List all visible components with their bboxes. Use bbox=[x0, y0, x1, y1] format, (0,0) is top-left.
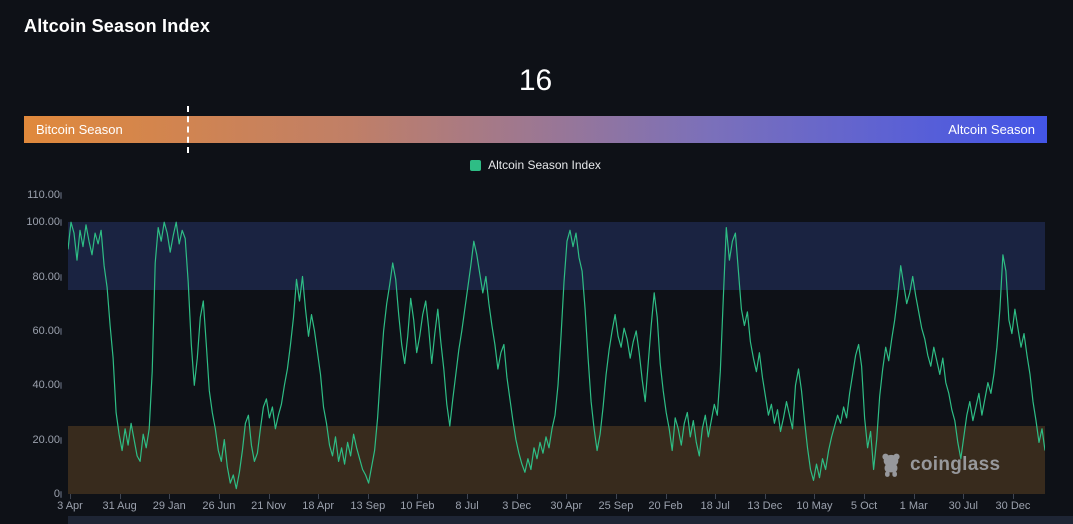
x-axis-tick bbox=[169, 494, 171, 499]
page-title: Altcoin Season Index bbox=[24, 16, 211, 36]
x-axis-label: 31 Aug bbox=[102, 500, 137, 512]
x-axis-label: 13 Sep bbox=[350, 500, 386, 512]
y-axis-tick bbox=[60, 273, 62, 281]
x-axis-label: 3 Dec bbox=[502, 500, 532, 512]
altcoin-season-zone bbox=[68, 222, 1045, 291]
x-axis-tick bbox=[715, 494, 717, 499]
chart-scrollbar[interactable] bbox=[68, 516, 1073, 524]
y-axis-tick bbox=[60, 382, 62, 390]
legend-label: Altcoin Season Index bbox=[488, 158, 601, 172]
altcoin-season-index-line bbox=[68, 221, 1045, 490]
x-axis-label: 10 Feb bbox=[400, 500, 435, 512]
y-axis-label: 40.00 bbox=[32, 379, 60, 392]
x-axis-label: 30 Apr bbox=[550, 500, 583, 512]
y-axis-tick bbox=[60, 219, 62, 227]
coinglass-watermark: coinglass bbox=[880, 452, 1000, 478]
x-axis-tick bbox=[367, 494, 369, 499]
y-axis-label: 20.00 bbox=[32, 433, 60, 446]
x-axis-label: 21 Nov bbox=[251, 500, 286, 512]
x-axis-label: 13 Dec bbox=[747, 500, 783, 512]
gauge-current-value-marker bbox=[186, 106, 189, 153]
x-axis-tick bbox=[1012, 494, 1014, 499]
x-axis-label: 20 Feb bbox=[648, 500, 683, 512]
y-axis-label: 110.00 bbox=[27, 189, 60, 201]
x-axis-label: 10 May bbox=[796, 500, 833, 512]
chart-legend[interactable]: Altcoin Season Index bbox=[0, 158, 1071, 172]
x-axis-tick bbox=[417, 494, 419, 499]
season-gauge-bar: Bitcoin Season Altcoin Season bbox=[24, 116, 1047, 143]
x-axis-label: 5 Oct bbox=[850, 500, 878, 512]
x-axis-tick bbox=[566, 494, 568, 499]
y-axis-label: 60.00 bbox=[32, 324, 60, 337]
x-axis-label: 18 Apr bbox=[302, 500, 335, 512]
chart-plot-area[interactable]: 110.00 100.00 80.00 60.00 40.00 20.00 0 3 Apr 31… bbox=[26, 190, 1045, 512]
x-axis-label: 25 Sep bbox=[598, 500, 634, 512]
y-axis-tick bbox=[60, 436, 62, 444]
y-axis-label: 100.00 bbox=[26, 216, 60, 229]
y-axis-label: 80.00 bbox=[32, 270, 60, 283]
x-axis-tick bbox=[764, 494, 766, 499]
x-axis-label: 30 Jul bbox=[948, 500, 978, 512]
x-axis-tick bbox=[913, 494, 915, 499]
x-axis-label: 18 Jul bbox=[700, 500, 730, 512]
y-axis-label: 0 bbox=[53, 488, 60, 500]
x-axis-tick bbox=[467, 494, 469, 499]
altcoin-season-label: Altcoin Season bbox=[948, 122, 1035, 137]
x-axis-tick bbox=[615, 494, 617, 499]
legend-swatch-icon bbox=[470, 159, 482, 171]
x-axis-tick bbox=[119, 494, 121, 499]
x-axis-tick bbox=[268, 494, 270, 499]
x-axis-tick bbox=[516, 494, 518, 499]
y-axis-tick bbox=[60, 327, 62, 335]
x-axis-label: 1 Mar bbox=[899, 500, 928, 512]
x-axis-label: 29 Jan bbox=[152, 500, 186, 512]
x-axis-label: 3 Apr bbox=[57, 500, 83, 512]
x-axis-tick bbox=[864, 494, 866, 499]
y-axis-tick bbox=[60, 491, 62, 498]
coinglass-bear-icon bbox=[882, 453, 900, 477]
x-axis-tick bbox=[963, 494, 965, 499]
bitcoin-season-label: Bitcoin Season bbox=[36, 122, 123, 137]
x-axis-tick bbox=[814, 494, 816, 499]
current-index-value: 16 bbox=[518, 64, 553, 97]
x-axis-tick bbox=[665, 494, 667, 499]
coinglass-wordmark: coinglass bbox=[910, 454, 1001, 475]
x-axis-tick bbox=[318, 494, 320, 499]
x-axis-label: 8 Jul bbox=[455, 500, 479, 512]
x-axis-tick bbox=[218, 494, 220, 499]
x-axis-label: 26 Jun bbox=[202, 500, 236, 512]
x-axis-label: 30 Dec bbox=[995, 500, 1031, 512]
x-axis-tick bbox=[70, 494, 71, 499]
y-axis-tick bbox=[60, 192, 62, 199]
